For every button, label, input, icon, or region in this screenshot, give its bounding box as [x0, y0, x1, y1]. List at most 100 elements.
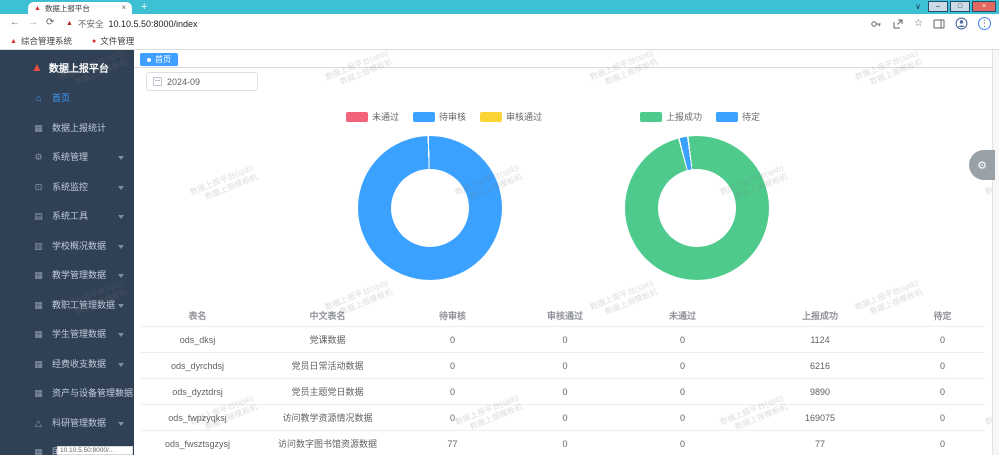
side-panel-icon[interactable]	[933, 18, 945, 30]
cell-chinese-name: 党员主题党日数据	[291, 387, 364, 397]
sidebar-item[interactable]: ▦ 教职工管理数据	[0, 291, 134, 321]
tag-view-home-tab[interactable]: 首页	[140, 53, 178, 66]
sidebar-item[interactable]: ⚙ 系统管理	[0, 143, 134, 173]
sidebar-item[interactable]: ▦ 经费收支数据	[0, 350, 134, 380]
profile-avatar-icon[interactable]	[955, 17, 968, 30]
cell-pending: 0	[449, 361, 455, 371]
sidebar-item[interactable]: ▤ 系统工具	[0, 202, 134, 232]
menu-item-icon: ▤	[34, 211, 43, 221]
gear-icon: ⚙	[977, 159, 987, 172]
browser-tab[interactable]: ▲ 数据上报平台 ×	[28, 2, 132, 14]
month-picker-input[interactable]	[167, 76, 247, 87]
bookmark-star-icon[interactable]: ☆	[914, 17, 923, 29]
table-row: ods_dyrchdsj 党员日常活动数据 0 0 0 6216 0	[140, 353, 985, 379]
legend-swatch	[716, 111, 739, 122]
menu-item-label: 学生管理数据	[52, 329, 107, 339]
main-content: 首页 未通过 待审核 审核通过	[134, 50, 999, 455]
back-button[interactable]: ←	[10, 17, 20, 28]
cell-approved: 0	[562, 413, 568, 423]
sidebar-item[interactable]: ▦ 数据上报统计	[0, 114, 134, 144]
address-bar[interactable]: ▲ 不安全 10.10.5.50:8000/index	[66, 17, 198, 30]
sidebar-item[interactable]: ▦ 资产与设备管理数据	[0, 379, 134, 409]
menu-item-icon: ▦	[34, 329, 43, 339]
legend-label: 未通过	[372, 112, 400, 122]
cell-rejected: 0	[679, 413, 685, 423]
cell-hold: 0	[939, 413, 945, 423]
security-warning-icon: ▲	[66, 20, 73, 27]
sidebar-item[interactable]: ▦ 教学管理数据	[0, 261, 134, 291]
url-text: 10.10.5.50:8000/index	[108, 18, 198, 29]
tag-view-label: 首页	[155, 55, 171, 64]
cell-chinese-name: 访问数字图书馆资源数据	[277, 439, 377, 449]
calendar-icon	[153, 77, 162, 86]
window-controls: – □ ×	[928, 1, 996, 12]
sidebar-item[interactable]: ▦ 学生管理数据	[0, 320, 134, 350]
cell-reported: 6216	[809, 361, 831, 371]
table-row: ods_fwsztsgzysj 访问数字图书馆资源数据 77 0 0 77 0	[140, 431, 985, 455]
chevron-down-icon	[118, 421, 124, 429]
cell-reported: 1124	[810, 335, 830, 345]
app-logo[interactable]: ▲ 数据上报平台	[0, 50, 134, 84]
donut-hole	[658, 169, 736, 247]
sidebar-item[interactable]: △ 科研管理数据	[0, 409, 134, 439]
share-icon[interactable]	[892, 18, 904, 30]
report-status-donut-chart	[625, 136, 769, 280]
page-scrollbar[interactable]	[992, 50, 999, 455]
cell-reported: 77	[814, 439, 825, 449]
chevron-down-icon	[118, 185, 124, 193]
legend-item[interactable]: 上报成功	[640, 110, 702, 123]
tab-favicon: ▲	[34, 4, 41, 12]
chevron-down-icon	[118, 333, 124, 340]
new-tab-button[interactable]: +	[141, 1, 148, 13]
window-close-button[interactable]: ×	[972, 1, 996, 12]
legend-label: 待定	[742, 112, 761, 122]
sidebar-item[interactable]: ⌂ 首页	[0, 84, 134, 114]
cell-approved: 0	[562, 361, 568, 371]
bookmark-item[interactable]: ● 文件管理	[92, 35, 134, 47]
bookmark-label: 综合管理系统	[20, 36, 72, 46]
audit-chart-legend: 未通过 待审核 审核通过	[346, 110, 542, 123]
window-maximize-button[interactable]: □	[950, 1, 970, 12]
cell-table-name: ods_fwsztsgzysj	[164, 439, 231, 449]
legend-item[interactable]: 未通过	[346, 110, 399, 123]
tags-view-divider	[134, 67, 999, 68]
month-picker[interactable]	[146, 72, 258, 91]
chevron-down-icon	[118, 392, 124, 399]
settings-drawer-button[interactable]: ⚙	[969, 150, 995, 180]
sidebar-item[interactable]: ▥ 学校概况数据	[0, 232, 134, 262]
sidebar: ▲ 数据上报平台 ⌂ 首页 ▦ 数据上报统计 ⚙ 系统管理	[0, 50, 134, 455]
window-minimize-button[interactable]: –	[928, 1, 948, 12]
menu-item-icon: ▦	[34, 358, 43, 369]
cell-table-name: ods_dksj	[179, 335, 216, 345]
reload-button[interactable]: ⟳	[46, 17, 55, 28]
active-dot-icon	[147, 57, 151, 62]
browser-titlebar: ▲ 数据上报平台 × + ∨ – □ ×	[0, 0, 999, 14]
cell-reported: 9890	[809, 387, 831, 397]
column-header: 上报成功	[801, 311, 838, 321]
legend-item[interactable]: 待定	[716, 110, 760, 123]
table-row: ods_fwpzyqksj 访问教学资源情况数据 0 0 0 169075 0	[140, 405, 985, 431]
column-header: 审核通过	[546, 311, 583, 321]
cell-pending: 0	[449, 335, 455, 345]
legend-swatch	[346, 111, 368, 122]
menu-item-label: 系统工具	[52, 211, 89, 221]
sidebar-item[interactable]: ⊡ 系统监控	[0, 173, 134, 203]
forward-button[interactable]: →	[28, 17, 38, 28]
menu-item-label: 教职工管理数据	[52, 299, 116, 310]
browser-menu-icon[interactable]: ⋮	[978, 17, 991, 30]
bookmark-item[interactable]: ▲ 综合管理系统	[10, 35, 72, 47]
tab-close-icon[interactable]: ×	[121, 3, 126, 12]
cell-table-name: ods_dyztdrsj	[172, 387, 223, 397]
legend-item[interactable]: 审核通过	[480, 110, 542, 123]
legend-swatch	[413, 111, 436, 122]
browser-toolbar: ← → ⟳ ▲ 不安全 10.10.5.50:8000/index ☆ ⋮	[0, 14, 999, 33]
tab-search-chevron-icon[interactable]: ∨	[915, 2, 921, 11]
password-key-icon[interactable]	[870, 18, 882, 30]
menu-item-label: 经费收支数据	[52, 358, 107, 369]
legend-label: 上报成功	[666, 112, 703, 122]
legend-item[interactable]: 待审核	[413, 110, 466, 123]
cell-chinese-name: 党课数据	[309, 335, 346, 345]
cell-approved: 0	[562, 387, 568, 397]
report-chart-legend: 上报成功 待定	[640, 110, 760, 123]
